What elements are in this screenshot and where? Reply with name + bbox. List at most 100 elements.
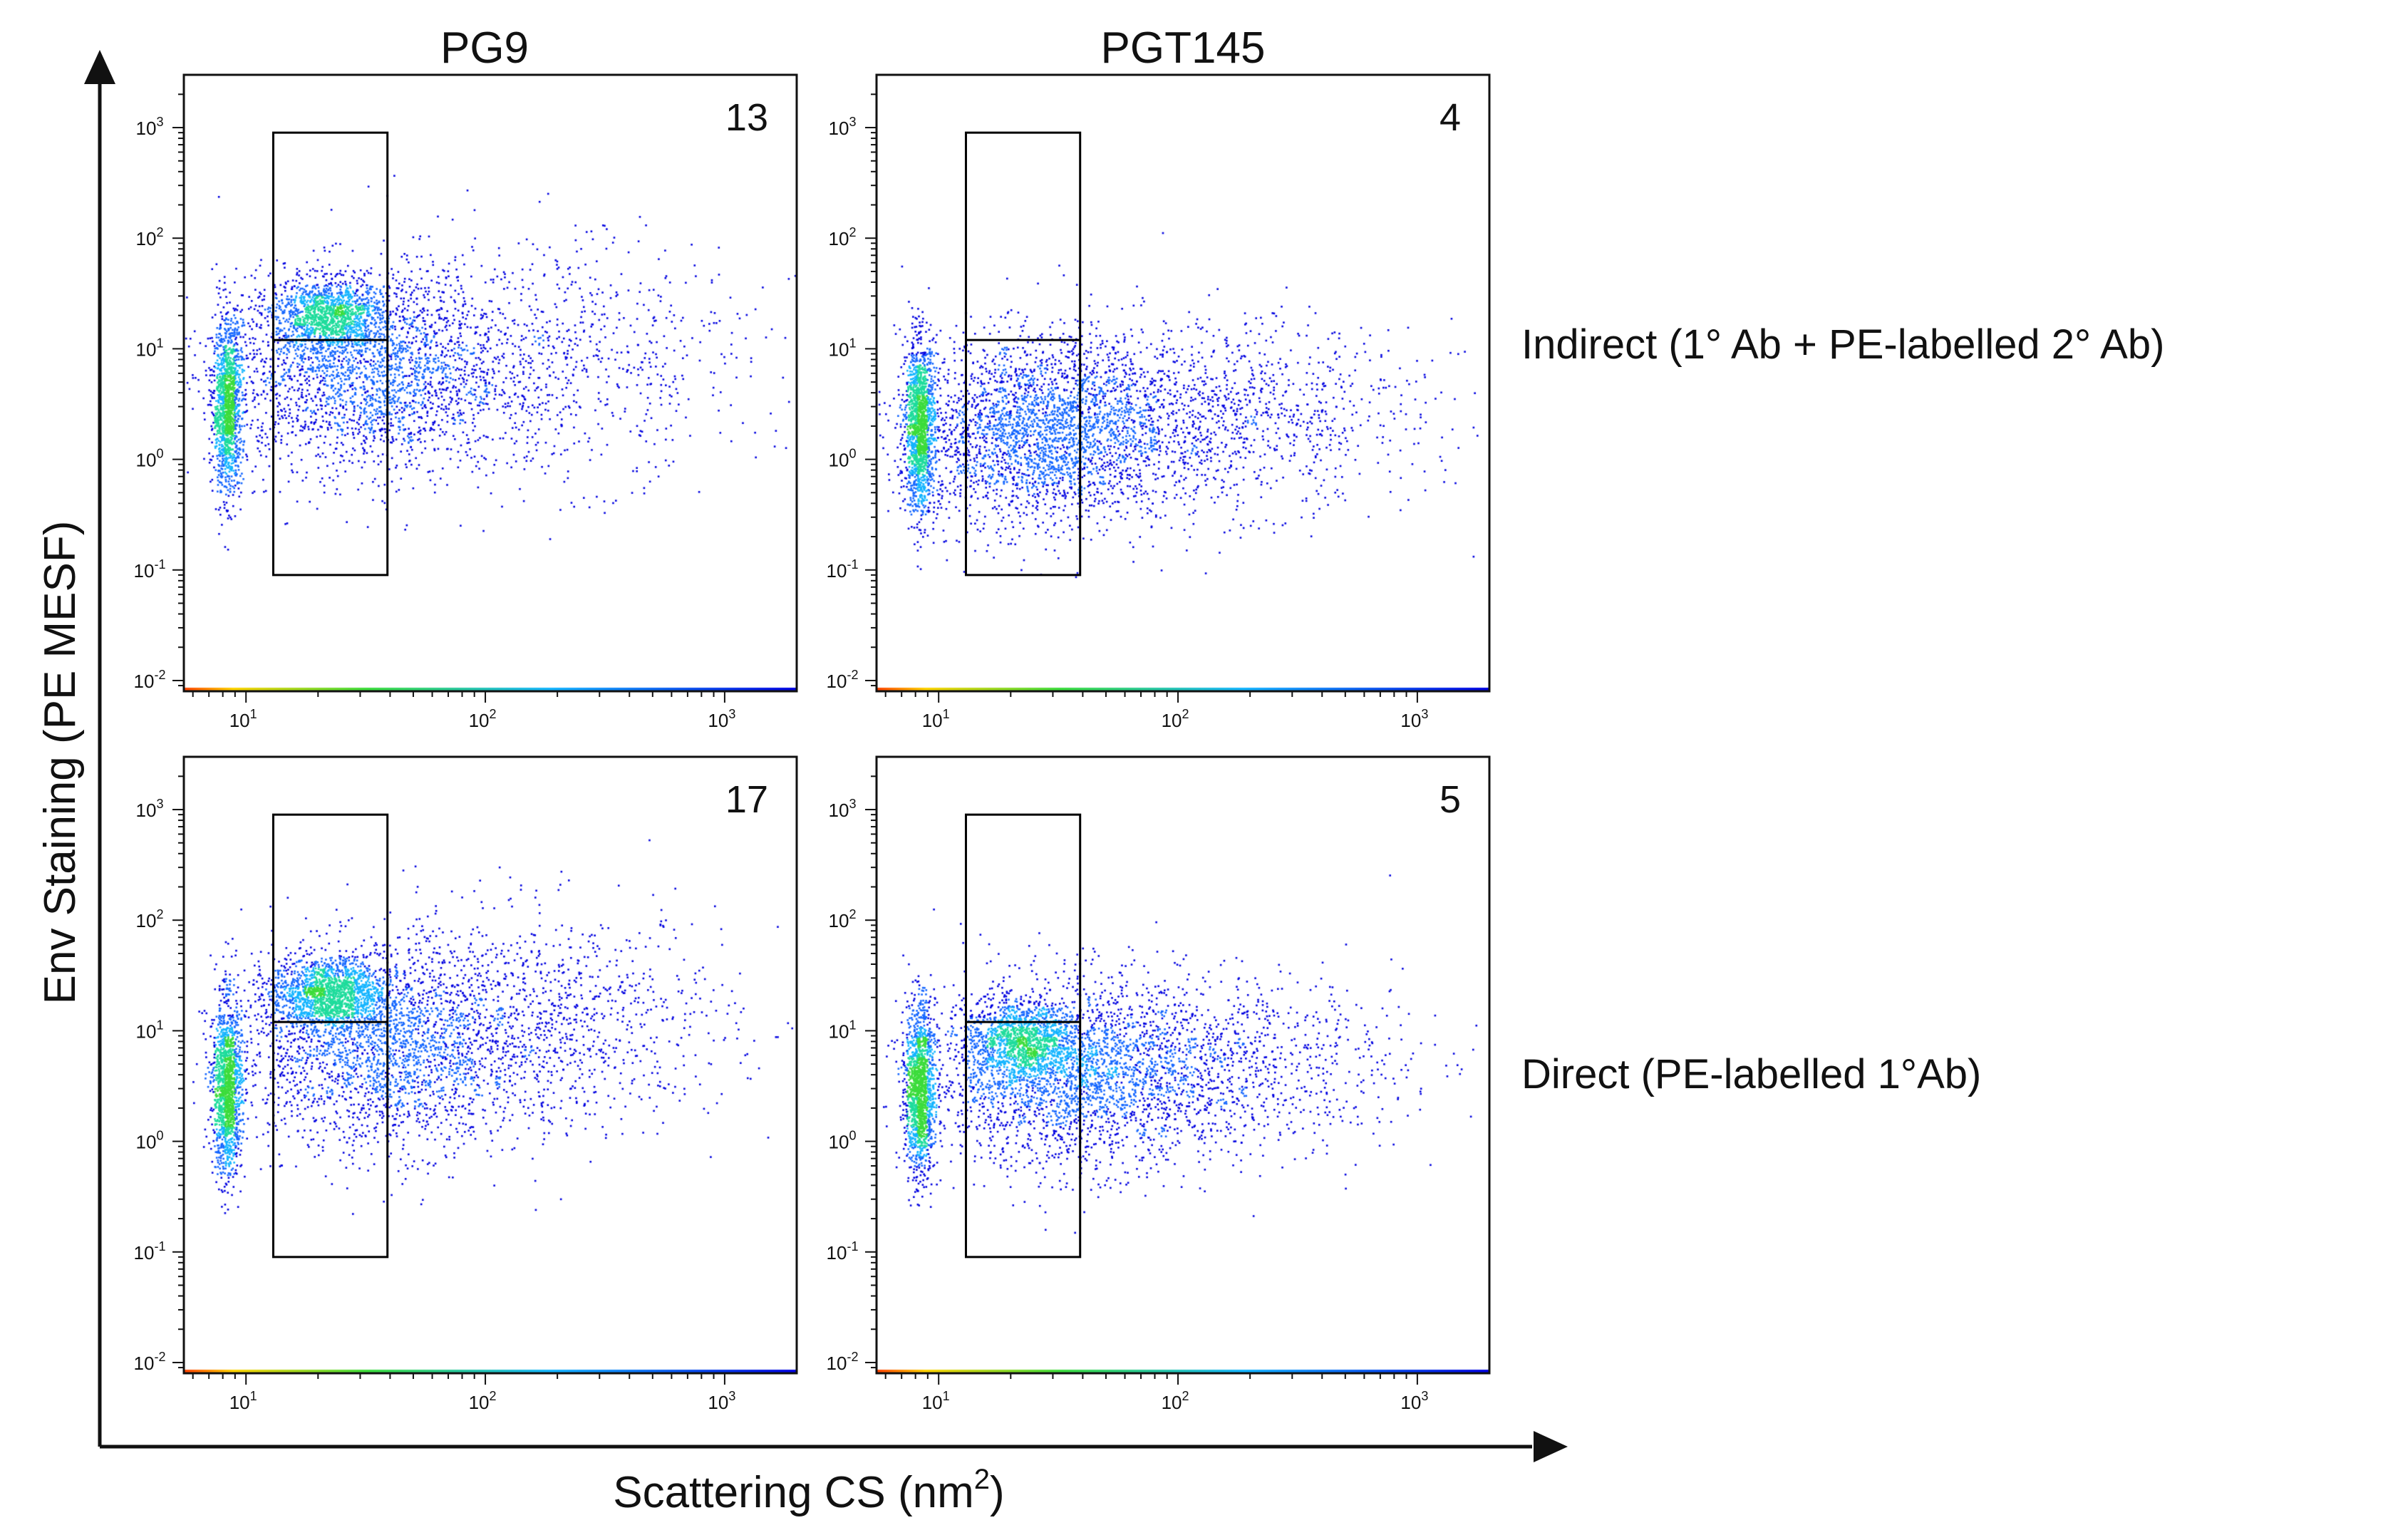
tick-base: 10 [134,1242,155,1263]
y-tick-label: 10-1 [827,557,859,582]
tick-base: 10 [829,450,849,471]
tick-exponent: 3 [728,707,735,721]
tick-base: 10 [1162,710,1182,731]
gate-percentage: 5 [1439,778,1461,821]
scatter-points [877,757,1489,1373]
tick-exponent: 1 [156,336,163,350]
y-tick-label: 103 [136,115,164,139]
tick-base: 10 [229,710,250,731]
y-tick-label: 10-1 [134,557,166,582]
tick-base: 10 [136,1132,157,1153]
gate-rectangle [964,813,1082,1259]
tick-base: 10 [827,671,847,692]
tick-exponent: 1 [943,1389,950,1403]
tick-base: 10 [136,1020,157,1042]
tick-exponent: -1 [847,557,858,572]
plot-frame [182,755,798,1375]
x-tick-label: 102 [1162,1389,1189,1413]
tick-exponent: -1 [154,1239,165,1254]
y-tick-label: 100 [829,1129,857,1153]
row-label-indirect: Indirect (1° Ab + PE-labelled 2° Ab) [1521,321,2164,368]
x-tick-label: 102 [1162,707,1189,731]
tick-base: 10 [827,1353,847,1374]
tick-base: 10 [136,339,157,360]
column-title-pg9: PG9 [440,24,529,73]
tick-base: 10 [922,710,943,731]
tick-base: 10 [829,800,849,821]
tick-exponent: 2 [1182,1389,1189,1403]
tick-base: 10 [829,228,849,249]
column-title-pgt145: PGT145 [1101,24,1266,73]
tick-exponent: 2 [1182,707,1189,721]
tick-base: 10 [134,560,155,582]
y-tick-label: 100 [136,1129,164,1153]
gate-percentage: 13 [725,96,768,139]
tick-base: 10 [708,1392,728,1413]
tick-exponent: -2 [154,668,165,682]
y-tick-label: 101 [829,1018,857,1042]
y-tick-label: 103 [829,115,857,139]
tick-exponent: 0 [156,1129,163,1143]
y-tick-label: 102 [829,225,857,249]
tick-exponent: 3 [156,797,163,811]
tick-exponent: 1 [156,1018,163,1032]
x-tick-label: 103 [1400,1389,1428,1413]
tick-base: 10 [136,910,157,931]
tick-exponent: 3 [849,115,856,129]
tick-base: 10 [469,1392,490,1413]
tick-exponent: 1 [849,336,856,350]
x-axis-label-main: Scattering CS (nm [613,1468,974,1517]
y-tick-label: 10-2 [827,668,859,692]
x-axis-arrow-icon [1534,1431,1568,1462]
y-tick-label: 100 [136,447,164,471]
x-tick-label: 101 [922,1389,950,1413]
x-tick-label: 101 [229,707,257,731]
x-axis-label-superscript: 2 [974,1464,990,1495]
y-tick-label: 10-2 [134,668,166,692]
outer-axes [84,50,1568,1462]
tick-exponent: 3 [1421,707,1428,721]
tick-base: 10 [136,450,157,471]
y-axis-arrow-icon [84,50,115,84]
tick-exponent: -2 [847,668,858,682]
tick-exponent: 0 [849,1129,856,1143]
y-tick-label: 102 [829,907,857,931]
tick-exponent: 2 [849,225,856,239]
y-tick-label: 101 [136,1018,164,1042]
tick-base: 10 [136,800,157,821]
tick-exponent: 1 [250,1389,257,1403]
tick-exponent: 0 [156,447,163,461]
tick-exponent: 2 [156,907,163,921]
tick-exponent: -1 [847,1239,858,1254]
x-tick-label: 102 [469,1389,497,1413]
plot-frame [875,755,1491,1375]
tick-base: 10 [829,339,849,360]
tick-base: 10 [827,1242,847,1263]
tick-base: 10 [829,1132,849,1153]
y-tick-label: 101 [829,336,857,360]
y-axis-label: Env Staining (PE MESF) [36,521,85,1005]
tick-exponent: 3 [1421,1389,1428,1403]
x-tick-label: 101 [922,707,950,731]
plot-frame [182,73,798,693]
plot-frame [875,73,1491,693]
scatter-points [877,75,1489,691]
x-tick-label: 103 [708,1389,735,1413]
x-axis-label-close: ) [990,1468,1005,1517]
tick-exponent: 0 [849,447,856,461]
tick-base: 10 [136,228,157,249]
tick-base: 10 [134,671,155,692]
tick-base: 10 [1400,710,1421,731]
scatter-points [184,75,797,691]
tick-base: 10 [922,1392,943,1413]
tick-exponent: 1 [849,1018,856,1032]
tick-base: 10 [134,1353,155,1374]
tick-exponent: 1 [250,707,257,721]
tick-exponent: -2 [847,1350,858,1364]
gate-rectangle [272,131,389,577]
gate-rectangle [272,813,389,1259]
